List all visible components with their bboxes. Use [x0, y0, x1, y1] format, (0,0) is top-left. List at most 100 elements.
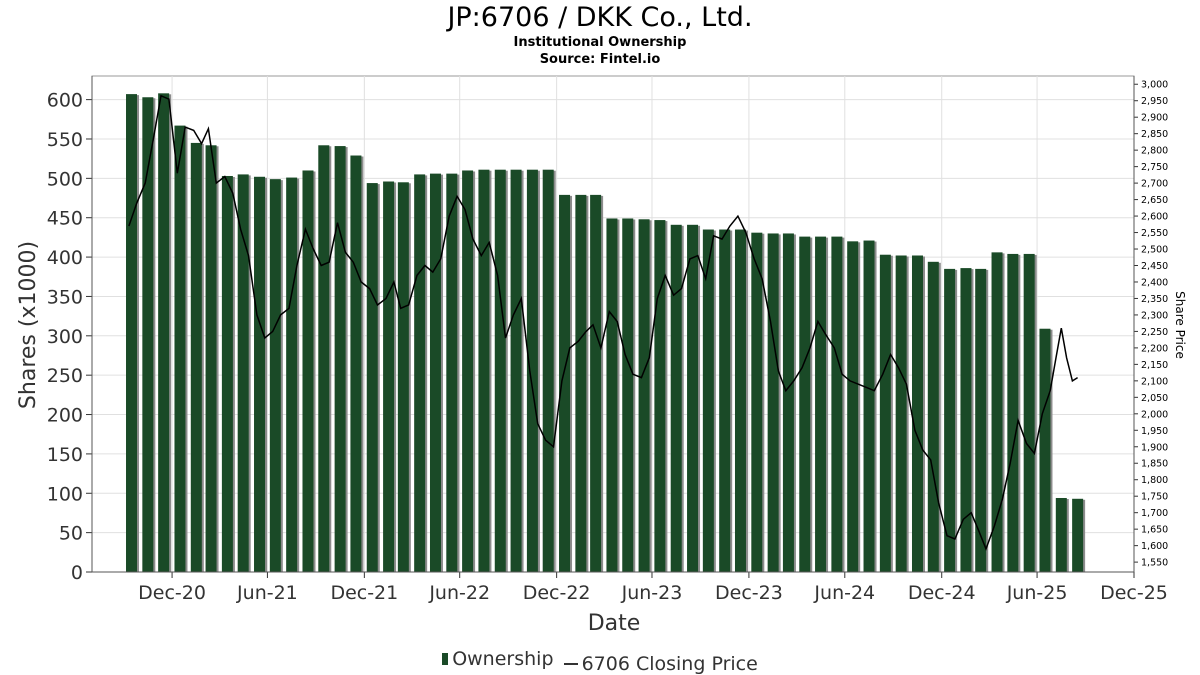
y2-tick-label: 2,150 — [1141, 360, 1168, 371]
y-axis-label: Shares (x1000) — [16, 241, 41, 409]
ownership-bar — [542, 169, 554, 572]
y-tick-label: 200 — [47, 405, 83, 427]
ownership-bar — [1023, 253, 1035, 572]
ownership-bar — [510, 169, 522, 572]
price-line-path — [128, 94, 1079, 551]
x-tick-label: Dec-22 — [523, 582, 591, 604]
ownership-bar — [302, 170, 314, 572]
ownership-bar — [895, 255, 907, 572]
y2-tick-label: 2,900 — [1141, 113, 1168, 124]
price-line — [128, 94, 1079, 551]
y-tick-label: 0 — [71, 562, 83, 584]
ownership-bar — [350, 155, 362, 572]
x-axis-label: Date — [588, 611, 641, 636]
ownership-bar — [1039, 328, 1051, 572]
ownership-bar — [687, 224, 699, 573]
x-tick-label: Dec-25 — [1100, 582, 1168, 604]
ownership-bar — [190, 142, 202, 572]
y2-tick-label: 2,600 — [1141, 212, 1168, 223]
ownership-bar — [318, 145, 330, 573]
y2-tick-label: 2,700 — [1141, 179, 1168, 190]
ownership-bar — [429, 173, 441, 572]
ownership-bar — [799, 236, 811, 572]
y2-tick-label: 2,450 — [1141, 261, 1168, 272]
x-tick-label: Dec-20 — [138, 582, 206, 604]
ownership-bar — [782, 233, 794, 572]
ownership-bar — [269, 179, 281, 572]
ownership-bar — [158, 93, 170, 573]
ownership-bar — [944, 268, 956, 572]
ownership-bar — [126, 94, 138, 572]
ownership-bar — [847, 241, 859, 573]
ownership-bar — [221, 175, 233, 572]
y2-tick-label: 2,800 — [1141, 146, 1168, 157]
y2-tick-label: 2,250 — [1141, 327, 1168, 338]
ownership-bar — [366, 183, 378, 573]
ownership-bars — [126, 93, 1086, 573]
ownership-bar — [911, 255, 923, 572]
ownership-bar — [991, 252, 1003, 572]
x-tick-label: Jun-24 — [813, 582, 875, 604]
ownership-bar — [334, 146, 346, 573]
ownership-bar — [975, 268, 987, 572]
ownership-bar — [254, 176, 266, 572]
y2-tick-label: 2,850 — [1141, 129, 1168, 140]
chart-title: JP:6706 / DKK Co., Ltd. — [447, 2, 753, 33]
y2-tick-label: 2,750 — [1141, 162, 1168, 173]
x-tick-label: Dec-24 — [908, 582, 976, 604]
y-tick-label: 300 — [47, 326, 83, 348]
y2-tick-label: 2,500 — [1141, 245, 1168, 256]
ownership-bar — [397, 182, 409, 573]
y2-tick-label: 1,650 — [1141, 525, 1168, 536]
y2-tick-label: 1,850 — [1141, 459, 1168, 470]
y2-tick-label: 1,750 — [1141, 492, 1168, 503]
y2-tick-label: 1,700 — [1141, 508, 1168, 519]
x-tick-label: Jun-21 — [236, 582, 298, 604]
legend-ownership-label: Ownership — [452, 648, 554, 670]
ownership-bar — [831, 236, 843, 572]
y2-tick-label: 2,950 — [1141, 96, 1168, 107]
y-tick-label: 450 — [47, 208, 83, 230]
y2-tick-label: 2,350 — [1141, 294, 1168, 305]
ownership-bar — [1055, 497, 1067, 572]
y-tick-label: 100 — [47, 483, 83, 505]
y-tick-label: 50 — [59, 523, 83, 545]
y-tick-label: 600 — [47, 90, 83, 112]
legend-ownership[interactable]: Ownership — [442, 648, 554, 670]
chart-subtitle: Institutional Ownership — [513, 35, 687, 50]
ownership-bar — [622, 218, 634, 572]
ownership-bar — [654, 220, 666, 573]
ownership-bar — [960, 268, 972, 572]
legend-price-label: 6706 Closing Price — [581, 653, 758, 675]
y-tick-label: 500 — [47, 168, 83, 190]
y2-tick-label: 2,400 — [1141, 277, 1168, 288]
x-tick-label: Jun-25 — [1006, 582, 1068, 604]
ownership-bar — [286, 177, 298, 573]
ownership-bar — [606, 218, 618, 572]
ownership-bar — [734, 229, 746, 572]
ownership-bar — [478, 169, 490, 572]
ownership-bar — [383, 181, 395, 572]
ownership-bar — [751, 232, 763, 572]
y2-tick-label: 2,000 — [1141, 409, 1168, 420]
ownership-bar — [446, 173, 458, 572]
ownership-bar — [559, 194, 571, 572]
y2-tick-label: 1,600 — [1141, 541, 1168, 552]
y2-tick-label: 1,800 — [1141, 475, 1168, 486]
ownership-bar — [205, 145, 217, 573]
y-tick-label: 150 — [47, 444, 83, 466]
axes: 0 50 100 150 200 250 300 350 400 450 500 550 600 Dec-… — [47, 76, 1168, 604]
y2-tick-label: 2,550 — [1141, 228, 1168, 239]
x-tick-label: Jun-22 — [428, 582, 490, 604]
x-tick-label: Jun-23 — [621, 582, 683, 604]
ownership-bar — [638, 219, 650, 573]
ownership-bar — [719, 229, 731, 572]
legend-price[interactable]: 6706 Closing Price — [563, 653, 758, 675]
x-tick-label: Dec-23 — [715, 582, 783, 604]
y2-tick-label: 1,900 — [1141, 442, 1168, 453]
y2-tick-label: 1,950 — [1141, 426, 1168, 437]
ownership-bar — [462, 170, 474, 572]
ownership-bar — [414, 174, 426, 572]
ownership-bar — [815, 236, 827, 572]
